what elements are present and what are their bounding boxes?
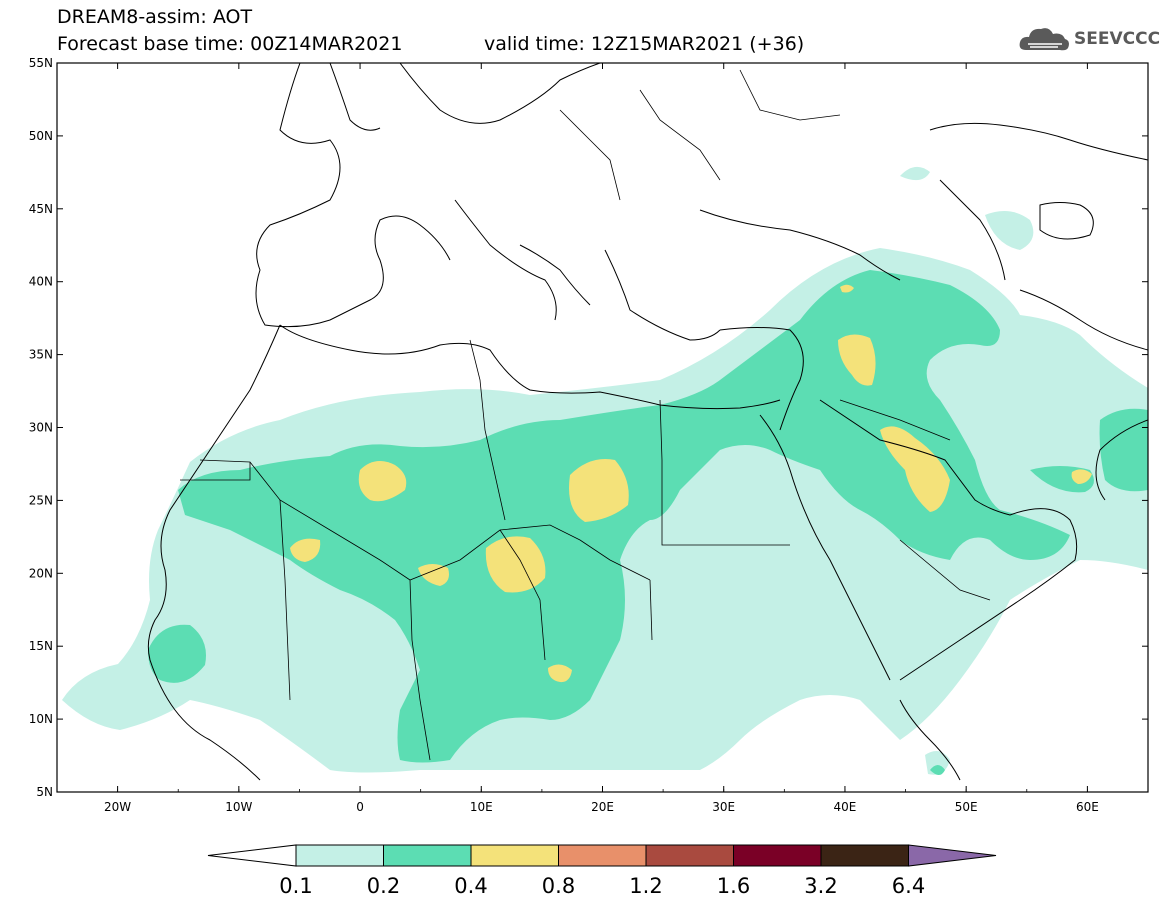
colorbar-box <box>295 844 384 867</box>
lat-label: 30N <box>29 421 53 435</box>
lat-label: 15N <box>29 639 53 653</box>
logo-text: SEEVCCC <box>1074 29 1161 49</box>
aot-band-0.4-g <box>838 334 876 386</box>
lon-axis: 20W 10W 0 10E 20E 30E 40E 50E 60E <box>56 63 1149 814</box>
colorbar-label: 0.1 <box>279 874 312 898</box>
colorbar-label: 6.4 <box>892 874 925 898</box>
colorbar-box <box>733 844 822 867</box>
aot-field <box>62 166 1148 775</box>
colorbar-box <box>383 844 472 867</box>
colorbar-box <box>820 844 909 867</box>
aot-band-0.2-e <box>930 765 945 775</box>
lat-label: 45N <box>29 202 53 216</box>
colorbar-box <box>558 844 647 867</box>
aot-band-0.4-d <box>485 536 546 593</box>
lat-label: 10N <box>29 712 53 726</box>
aot-band-0.4-h <box>880 426 950 512</box>
forecast-base-time: Forecast base time: 00Z14MAR2021 <box>57 33 403 55</box>
chart-title: DREAM8-assim: AOT <box>57 6 253 28</box>
lat-label: 25N <box>29 493 53 507</box>
cloud-icon <box>1019 28 1069 51</box>
lon-label: 20W <box>104 800 131 814</box>
aot-band-0.4-c <box>290 538 321 562</box>
valid-time: valid time: 12Z15MAR2021 (+36) <box>484 33 805 55</box>
lat-label: 40N <box>29 275 53 289</box>
lat-label: 20N <box>29 566 53 580</box>
colorbar-label: 0.2 <box>367 874 400 898</box>
aot-band-0.4-b <box>569 459 629 522</box>
aot-band-0.1-c <box>985 211 1034 250</box>
lon-label: 50E <box>955 800 978 814</box>
aot-band-0.4-f <box>548 664 572 683</box>
colorbar-box <box>470 844 559 867</box>
colorbar-label: 0.8 <box>542 874 575 898</box>
lat-label: 35N <box>29 348 53 362</box>
aot-band-0.4-e <box>418 564 449 586</box>
lat-label: 50N <box>29 129 53 143</box>
coastlines <box>147 63 1148 781</box>
colorbar: 0.1 0.2 0.4 0.8 1.2 1.6 3.2 6.4 <box>207 844 997 898</box>
aot-band-0.2-b <box>148 624 206 683</box>
country-borders <box>180 69 991 761</box>
lat-axis: 55N 50N 45N 40N 35N 30N 25N 20N 15N 10N 5N <box>29 56 1148 799</box>
aot-band-0.1-b <box>900 166 930 181</box>
lon-label: 30E <box>712 800 735 814</box>
colorbar-arrow-low <box>207 844 297 867</box>
colorbar-label: 1.2 <box>629 874 662 898</box>
colorbar-box <box>645 844 734 867</box>
colorbar-label: 3.2 <box>804 874 837 898</box>
aot-band-0.2 <box>178 270 1070 763</box>
aot-band-0.4-j <box>840 284 854 293</box>
aot-band-0.4-a <box>358 461 407 502</box>
lat-label: 5N <box>36 785 53 799</box>
lon-label: 60E <box>1076 800 1099 814</box>
lon-label: 0 <box>356 800 364 814</box>
lon-label: 20E <box>591 800 614 814</box>
colorbar-label: 0.4 <box>454 874 487 898</box>
lon-label: 10E <box>470 800 493 814</box>
lon-label: 40E <box>834 800 857 814</box>
lat-label: 55N <box>29 56 53 70</box>
colorbar-arrow-high <box>908 844 997 867</box>
aot-band-0.2-c <box>1099 408 1148 492</box>
seevccc-logo: SEEVCCC <box>1018 22 1160 56</box>
colorbar-label: 1.6 <box>717 874 750 898</box>
aot-band-0.4-i <box>1071 469 1092 484</box>
lon-label: 10W <box>225 800 252 814</box>
